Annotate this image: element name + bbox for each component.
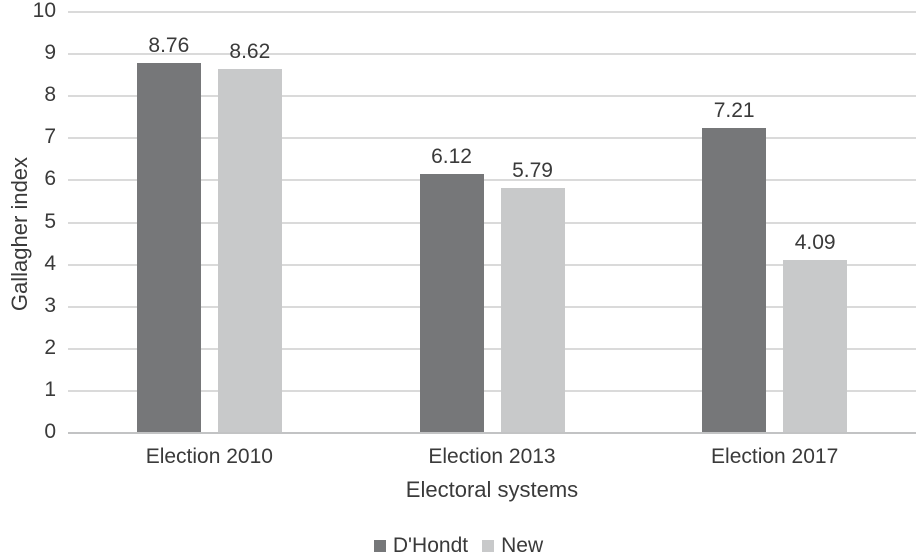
x-axis: Election 2010 Election 2013 Election 2017 — [0, 445, 917, 469]
gridline-2 — [68, 347, 916, 350]
y-tick-label: 3 — [44, 293, 56, 317]
y-tick-label: 4 — [44, 251, 56, 275]
bar-new-election-2010 — [217, 69, 282, 432]
gridline-1 — [68, 389, 916, 392]
gridline-10 — [68, 11, 916, 13]
y-tick-label: 1 — [44, 377, 56, 401]
legend-swatch-icon — [482, 540, 495, 552]
legend-swatch-icon — [373, 540, 386, 552]
x-category-label-election-2010: Election 2010 — [145, 445, 273, 468]
gridline-5 — [68, 221, 916, 224]
gridline-3 — [68, 305, 916, 308]
legend-item-new: New — [482, 533, 543, 559]
gridline-9 — [68, 53, 916, 56]
gridline-6 — [68, 179, 916, 182]
bar-value-label-new-election-2013: 5.79 — [512, 159, 553, 183]
chart-legend: D'Hondt New — [0, 533, 917, 559]
bar-new-election-2013 — [500, 188, 565, 432]
y-tick-label: 6 — [44, 167, 56, 191]
gridline-4 — [68, 263, 916, 266]
plot-area: 8.76 8.62 6.12 5.79 7.21 4.09 — [68, 11, 916, 434]
bar-value-label-new-election-2010: 8.62 — [229, 40, 271, 64]
y-tick-label: 0 — [44, 420, 56, 443]
y-tick-label: 9 — [44, 41, 56, 65]
x-category-label-election-2017: Election 2017 — [711, 445, 839, 468]
y-tick-label: 5 — [44, 209, 56, 233]
bar-d-hondt-election-2013 — [419, 174, 484, 432]
y-tick-label: 8 — [44, 83, 56, 107]
bar-value-label-d-hondt-election-2013: 6.12 — [431, 145, 472, 169]
bar-new-election-2017 — [783, 259, 848, 432]
x-category-label-election-2013: Election 2013 — [428, 445, 556, 468]
legend-label-new: New — [501, 534, 544, 557]
bar-value-label-d-hondt-election-2010: 8.76 — [148, 34, 190, 58]
bar-value-label-d-hondt-election-2017: 7.21 — [713, 99, 755, 123]
legend-label-d-hondt: D'Hondt — [392, 534, 469, 557]
y-tick-label: 10 — [32, 0, 56, 22]
y-tick-label: 2 — [44, 335, 56, 359]
gridline-0 — [68, 432, 916, 434]
y-tick-label: 7 — [44, 125, 56, 149]
gridline-7 — [68, 137, 916, 140]
bar-d-hondt-election-2017 — [702, 128, 767, 432]
x-axis-title: Electoral systems — [405, 477, 579, 502]
gridline-8 — [68, 95, 916, 98]
bar-value-label-new-election-2017: 4.09 — [794, 230, 836, 254]
bar-d-hondt-election-2010 — [136, 63, 201, 432]
legend-item-d-hondt: D'Hondt — [373, 533, 469, 559]
